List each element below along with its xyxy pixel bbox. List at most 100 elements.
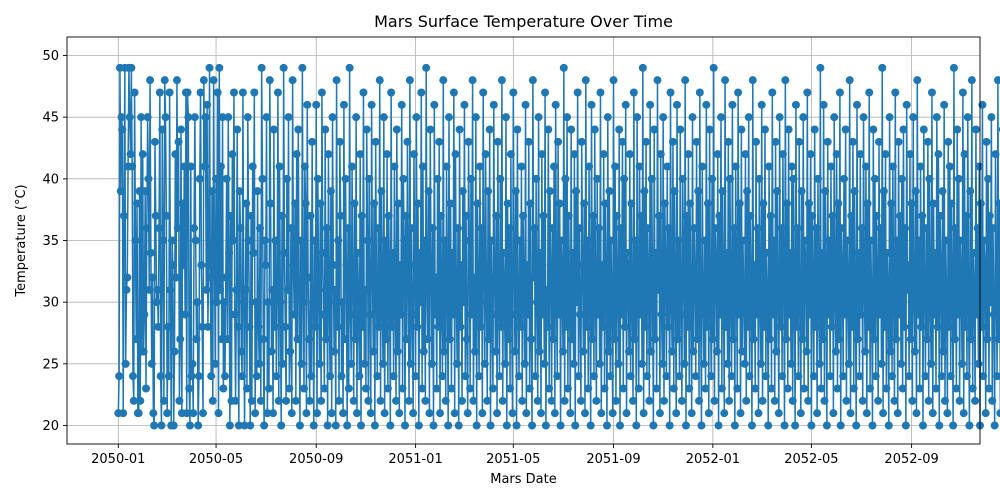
data-point <box>773 187 782 196</box>
data-point <box>204 261 213 270</box>
data-point <box>813 409 822 418</box>
data-point <box>953 125 962 134</box>
data-point <box>659 396 668 405</box>
data-point <box>279 63 288 72</box>
data-point <box>444 113 453 122</box>
data-point <box>589 372 598 381</box>
data-point <box>418 384 427 393</box>
data-point <box>641 322 650 331</box>
data-point <box>192 335 201 344</box>
data-point <box>799 113 808 122</box>
data-point <box>510 347 519 356</box>
data-point <box>545 384 554 393</box>
data-point <box>831 298 840 307</box>
data-point <box>914 236 923 245</box>
data-point <box>958 88 967 97</box>
data-point <box>756 359 765 368</box>
data-point <box>554 310 563 319</box>
data-point <box>858 396 867 405</box>
data-point <box>683 322 692 331</box>
data-point <box>839 174 848 183</box>
data-point <box>963 113 972 122</box>
data-point <box>311 322 320 331</box>
data-point <box>667 298 676 307</box>
data-point <box>843 236 852 245</box>
data-point <box>658 359 667 368</box>
data-point <box>339 409 348 418</box>
data-point <box>859 113 868 122</box>
data-point <box>442 162 451 171</box>
data-point <box>789 174 798 183</box>
data-point <box>850 187 859 196</box>
data-point <box>313 174 322 183</box>
data-point <box>957 273 966 282</box>
data-point <box>968 384 977 393</box>
data-point <box>423 335 432 344</box>
data-point <box>243 113 252 122</box>
data-point <box>222 174 231 183</box>
data-point <box>242 384 251 393</box>
data-point <box>955 396 964 405</box>
data-point <box>454 421 463 430</box>
data-point <box>782 199 791 208</box>
data-point <box>918 421 927 430</box>
data-point <box>451 150 460 159</box>
data-point <box>888 162 897 171</box>
data-point <box>283 285 292 294</box>
data-point <box>199 409 208 418</box>
data-point <box>438 372 447 381</box>
data-point <box>857 224 866 233</box>
data-point <box>260 421 269 430</box>
data-point <box>725 396 734 405</box>
data-point <box>591 298 600 307</box>
data-point <box>510 261 519 270</box>
data-point <box>574 372 583 381</box>
data-point <box>299 298 308 307</box>
data-point <box>428 224 437 233</box>
data-point <box>724 137 733 146</box>
data-point <box>261 261 270 270</box>
data-point <box>989 224 998 233</box>
data-point <box>472 421 481 430</box>
data-point <box>462 335 471 344</box>
data-point <box>913 76 922 85</box>
data-point <box>974 359 983 368</box>
data-point <box>294 125 303 134</box>
data-point <box>449 310 458 319</box>
data-point <box>745 372 754 381</box>
data-point <box>301 199 310 208</box>
data-point <box>350 199 359 208</box>
data-point <box>475 162 484 171</box>
data-point <box>674 236 683 245</box>
data-point <box>390 162 399 171</box>
data-point <box>763 285 772 294</box>
data-point <box>481 150 490 159</box>
data-point <box>536 248 545 257</box>
data-point <box>458 187 467 196</box>
data-point <box>315 359 324 368</box>
data-point <box>335 396 344 405</box>
data-point <box>255 359 264 368</box>
data-point <box>723 359 732 368</box>
data-point <box>984 174 993 183</box>
data-point <box>787 162 796 171</box>
data-point <box>515 236 524 245</box>
data-point <box>815 359 824 368</box>
data-point <box>915 384 924 393</box>
data-point <box>580 409 589 418</box>
data-point <box>450 409 459 418</box>
data-point <box>173 224 182 233</box>
data-point <box>757 100 766 109</box>
y-tick-label: 50 <box>42 49 59 64</box>
data-point <box>169 421 178 430</box>
data-point <box>317 88 326 97</box>
data-point <box>615 125 624 134</box>
data-point <box>768 88 777 97</box>
data-point <box>904 261 913 270</box>
data-point <box>939 347 948 356</box>
data-point <box>812 224 821 233</box>
data-point <box>455 125 464 134</box>
data-point <box>266 199 275 208</box>
data-point <box>484 187 493 196</box>
data-point <box>971 396 980 405</box>
